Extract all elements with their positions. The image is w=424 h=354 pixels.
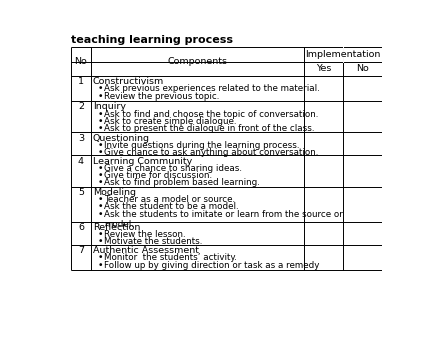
Text: •: • [98,141,103,150]
Text: Modeling: Modeling [93,188,136,197]
Text: Motivate the students.: Motivate the students. [104,238,202,246]
Text: Ask previous experiences related to the material.: Ask previous experiences related to the … [104,85,320,93]
Text: Review the lesson.: Review the lesson. [104,230,186,239]
Text: Ask the students to imitate or learn from the source or
model.: Ask the students to imitate or learn fro… [104,210,343,229]
Text: Yes: Yes [316,64,332,73]
Text: Components: Components [167,57,228,65]
Text: •: • [98,148,103,157]
Text: Learning Community: Learning Community [93,157,192,166]
Text: Ask to find and choose the topic of conversation.: Ask to find and choose the topic of conv… [104,109,318,119]
Text: 4: 4 [78,157,84,166]
Text: 7: 7 [78,246,84,255]
Text: Teacher as a model or source.: Teacher as a model or source. [104,195,235,204]
Text: Reflection: Reflection [93,223,140,232]
Text: •: • [98,253,103,262]
Text: Monitor  the students’ activity.: Monitor the students’ activity. [104,253,237,262]
Text: Questioning: Questioning [93,134,150,143]
Text: 5: 5 [78,188,84,197]
Text: teaching learning process: teaching learning process [71,35,233,45]
Text: Ask to create simple dialogue.: Ask to create simple dialogue. [104,116,237,126]
Text: Implementation: Implementation [305,50,381,58]
Text: No: No [75,57,87,65]
Text: •: • [98,210,103,218]
Text: •: • [98,109,103,119]
Text: Ask to present the dialogue in front of the class.: Ask to present the dialogue in front of … [104,124,315,133]
Text: •: • [98,238,103,246]
Text: No: No [356,64,369,73]
Text: 6: 6 [78,223,84,232]
Text: •: • [98,124,103,133]
Text: 1: 1 [78,78,84,86]
Text: •: • [98,202,103,211]
Text: Give time for discussion.: Give time for discussion. [104,171,212,180]
Text: Authentic Assessment: Authentic Assessment [93,246,199,255]
Text: Inquiry: Inquiry [93,102,126,112]
Text: Give chance to ask anything about conversation.: Give chance to ask anything about conver… [104,148,318,157]
Text: •: • [98,92,103,101]
Text: Constructivism: Constructivism [93,78,164,86]
Text: Invite questions during the learning process.: Invite questions during the learning pro… [104,141,299,150]
Text: 3: 3 [78,134,84,143]
Text: •: • [98,195,103,204]
Text: •: • [98,171,103,180]
Text: Follow up by giving direction or task as a remedy: Follow up by giving direction or task as… [104,261,319,269]
Text: •: • [98,85,103,93]
Text: •: • [98,230,103,239]
Text: Ask the student to be a model.: Ask the student to be a model. [104,202,239,211]
Text: Ask to find problem based learning.: Ask to find problem based learning. [104,178,260,187]
Text: 2: 2 [78,102,84,112]
Text: •: • [98,261,103,269]
Text: •: • [98,178,103,187]
Text: •: • [98,164,103,173]
Text: Give a chance to sharing ideas.: Give a chance to sharing ideas. [104,164,242,173]
Text: •: • [98,116,103,126]
Text: Review the previous topic.: Review the previous topic. [104,92,219,101]
